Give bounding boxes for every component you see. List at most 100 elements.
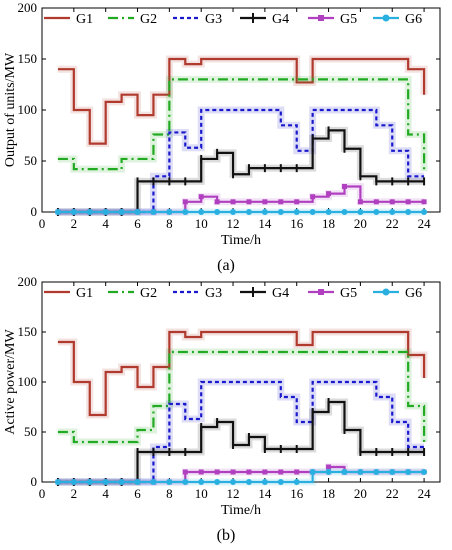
y-tick-label: 0 <box>31 204 38 219</box>
data-point <box>198 209 205 215</box>
data-point <box>373 199 379 205</box>
data-point <box>309 469 316 475</box>
legend-marker <box>382 14 390 22</box>
x-tick-label: 10 <box>195 216 208 231</box>
panel-label: (a) <box>217 257 235 274</box>
data-point <box>134 209 141 215</box>
chart-panel-1: 0 2 4 6 8 10 12 14 16 18 20 22 24050100150200Time/hO… <box>3 0 441 274</box>
legend-label: G6 <box>405 286 422 301</box>
data-point <box>230 479 237 485</box>
data-point <box>373 469 380 475</box>
x-tick-label: 22 <box>386 216 399 231</box>
x-tick-label: 0 <box>39 216 46 231</box>
x-axis-label: Time/h <box>221 233 261 248</box>
data-point <box>293 479 300 485</box>
data-point <box>214 479 221 485</box>
data-point <box>405 469 412 475</box>
series-g3 <box>57 106 425 216</box>
data-point <box>294 469 300 475</box>
legend-item-g6: G6 <box>373 12 422 27</box>
data-point <box>261 479 268 485</box>
legend: G1 G2 G3 G4 G5 G6 <box>44 286 422 301</box>
series-halo <box>57 328 428 419</box>
x-tick-label: 14 <box>258 486 272 501</box>
data-point <box>357 209 364 215</box>
data-point <box>166 209 173 215</box>
series-g1 <box>57 328 428 419</box>
x-tick-label: 22 <box>386 486 399 501</box>
legend-marker <box>318 289 324 295</box>
x-tick-label: 16 <box>290 486 304 501</box>
legend-label: G2 <box>140 12 157 27</box>
data-point <box>230 469 236 475</box>
legend-item-g6: G6 <box>373 286 422 301</box>
data-point <box>86 209 93 215</box>
data-point <box>182 469 188 475</box>
data-point <box>70 209 77 215</box>
data-point <box>389 469 396 475</box>
legend-item-g4: G4 <box>240 12 289 27</box>
data-point <box>262 469 268 475</box>
data-point <box>182 479 189 485</box>
data-point <box>102 209 109 215</box>
legend-item-g5: G5 <box>308 12 357 27</box>
x-tick-label: 8 <box>166 216 173 231</box>
series-line <box>57 380 425 484</box>
data-point <box>341 469 348 475</box>
legend-label: G5 <box>340 12 357 27</box>
data-point <box>198 479 205 485</box>
x-axis-label: Time/h <box>221 503 261 518</box>
data-point <box>118 209 125 215</box>
legend-label: G3 <box>205 12 222 27</box>
series-g3 <box>57 378 425 486</box>
x-tick-label: 12 <box>227 216 240 231</box>
series-halo <box>57 183 425 216</box>
x-tick-label: 18 <box>322 216 335 231</box>
chart-panel-2: 0 2 4 6 8 10 12 14 16 18 20 22 24050100150200Time/hA… <box>3 274 441 544</box>
data-point <box>421 469 428 475</box>
series-halo <box>57 348 428 446</box>
legend-item-g1: G1 <box>44 286 93 301</box>
x-tick-label: 12 <box>227 486 240 501</box>
data-point <box>230 199 236 205</box>
series-halo <box>57 106 425 216</box>
data-point <box>294 199 300 205</box>
legend-label: G4 <box>272 12 289 27</box>
legend-label: G1 <box>76 286 93 301</box>
legend-label: G4 <box>272 286 289 301</box>
series-line <box>57 330 426 417</box>
y-tick-label: 50 <box>24 153 37 168</box>
data-point <box>261 209 268 215</box>
series-line <box>57 57 426 145</box>
data-point <box>245 479 252 485</box>
x-tick-label: 2 <box>71 216 78 231</box>
legend-item-g3: G3 <box>173 286 222 301</box>
x-tick-label: 16 <box>290 216 304 231</box>
data-point <box>86 479 93 485</box>
series-halo <box>57 378 425 486</box>
data-point <box>198 469 204 475</box>
data-point <box>150 479 157 485</box>
data-point <box>326 191 332 197</box>
data-point <box>214 469 220 475</box>
data-point <box>326 464 332 470</box>
data-point <box>246 199 252 205</box>
legend-item-g3: G3 <box>173 12 222 27</box>
data-point <box>166 479 173 485</box>
data-point <box>262 199 268 205</box>
y-tick-label: 100 <box>18 102 38 117</box>
series-halo <box>57 75 428 173</box>
data-point <box>278 199 284 205</box>
legend-item-g1: G1 <box>44 12 93 27</box>
legend-marker <box>382 288 390 296</box>
y-tick-label: 150 <box>18 51 38 66</box>
data-point <box>214 199 220 205</box>
legend-item-g2: G2 <box>108 286 157 301</box>
legend-label: G2 <box>140 286 157 301</box>
series-g4 <box>56 126 426 216</box>
y-tick-label: 100 <box>18 374 38 389</box>
data-point <box>325 209 332 215</box>
data-point <box>54 209 61 215</box>
data-point <box>293 209 300 215</box>
x-tick-label: 20 <box>354 486 367 501</box>
